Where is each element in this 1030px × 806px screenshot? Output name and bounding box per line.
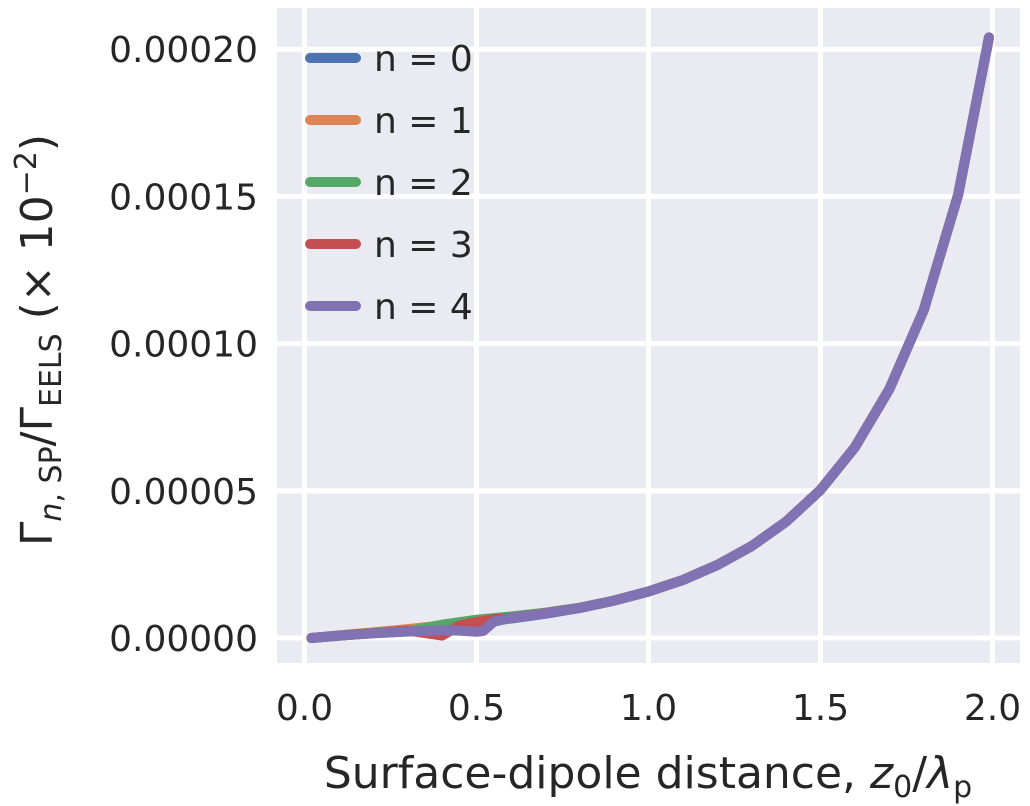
grid-lines xyxy=(277,8,1020,663)
y-axis-label: Γn, SP/ΓEELS (× 10−2) xyxy=(9,134,69,546)
x-tick-label: 0.0 xyxy=(276,688,333,729)
y-tick-label: 0.00000 xyxy=(109,619,258,660)
x-tick-label: 0.5 xyxy=(448,688,505,729)
x-tick-label: 1.0 xyxy=(620,688,677,729)
series-lines xyxy=(306,32,994,643)
y-tick-label: 0.00010 xyxy=(109,325,258,366)
legend-entry: n = 1 xyxy=(374,101,473,142)
x-tick-label: 1.5 xyxy=(792,688,849,729)
series-line-n4 xyxy=(306,32,994,643)
y-tick-label: 0.00015 xyxy=(109,177,258,218)
x-axis-label: Surface-dipole distance, z0/λp xyxy=(324,748,972,805)
y-tick-labels: 0.00000 0.00005 0.00010 0.00015 0.00020 xyxy=(109,30,258,660)
legend-entry: n = 4 xyxy=(374,287,473,328)
x-tick-labels: 0.0 0.5 1.0 1.5 2.0 xyxy=(276,688,1021,729)
y-tick-label: 0.00020 xyxy=(109,30,258,71)
legend: n = 0 n = 1 n = 2 n = 3 n = 4 xyxy=(305,39,473,328)
legend-entry: n = 3 xyxy=(374,225,473,266)
legend-entry: n = 0 xyxy=(374,39,473,80)
legend-entry: n = 2 xyxy=(374,163,473,204)
x-tick-label: 2.0 xyxy=(964,688,1021,729)
y-tick-label: 0.00005 xyxy=(109,472,258,513)
